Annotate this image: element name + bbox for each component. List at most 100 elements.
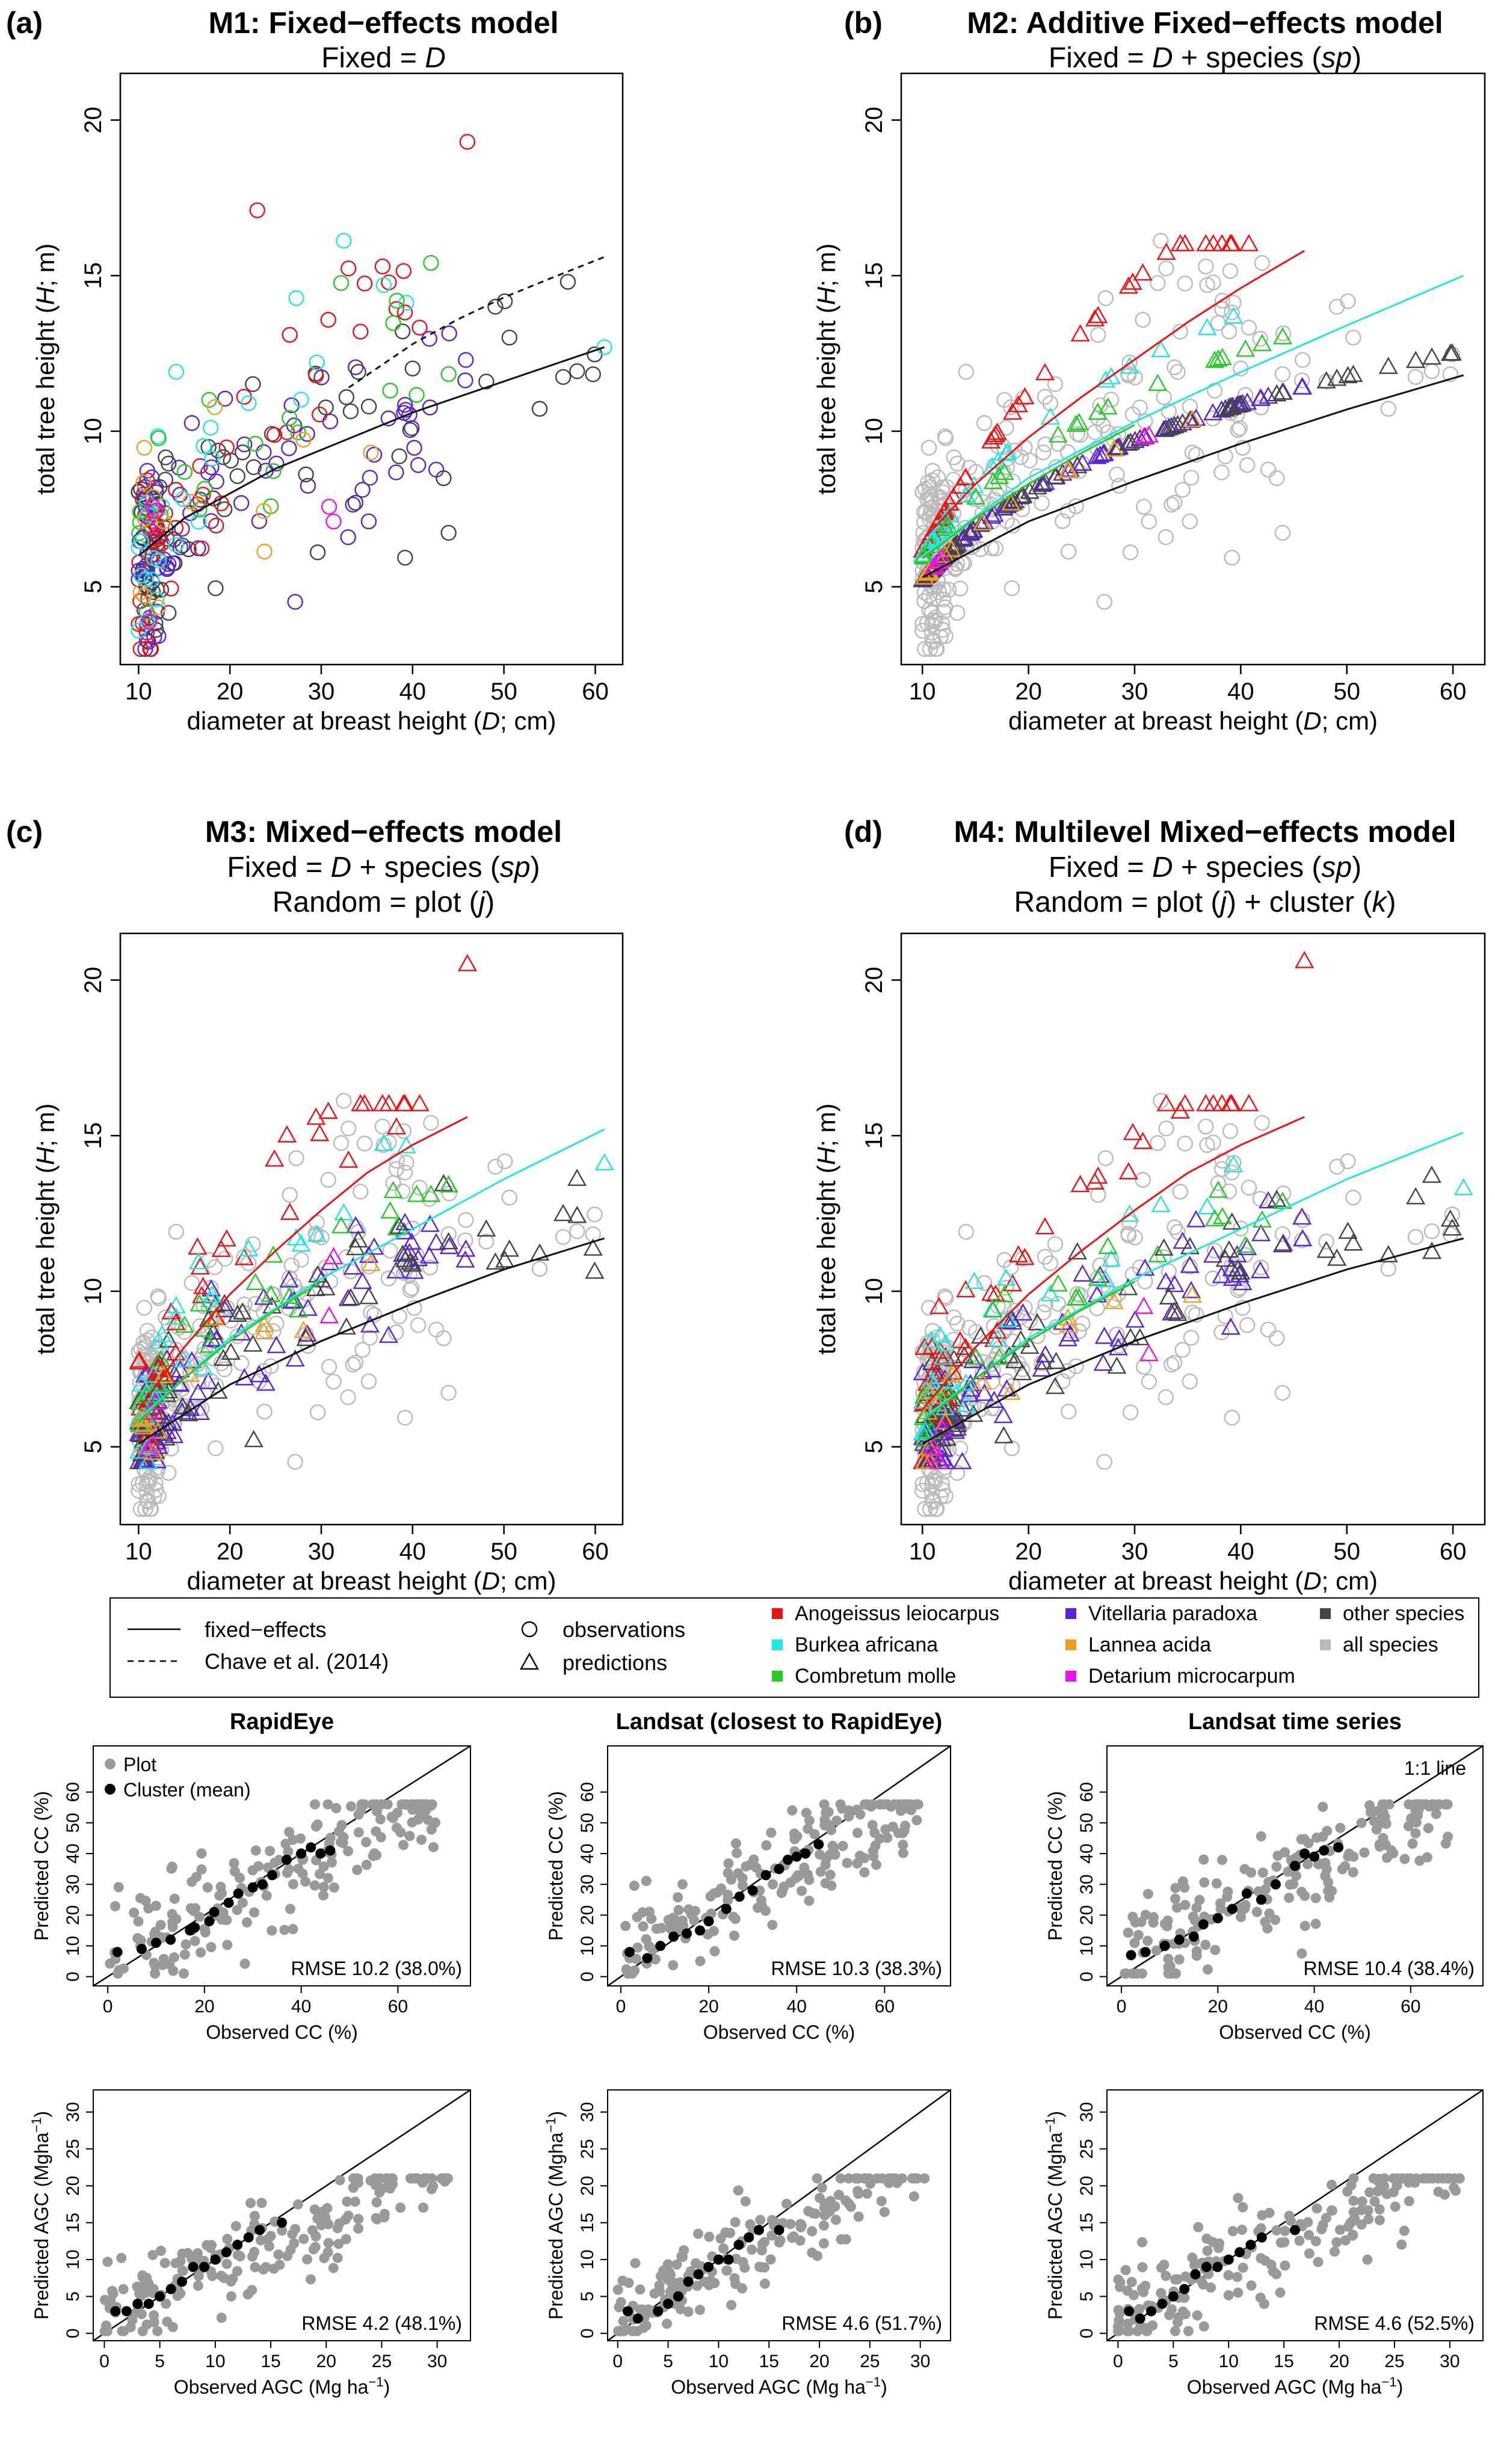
cluster-point [1333, 1842, 1344, 1853]
x-axis-label-part: ; cm) [1322, 1567, 1378, 1595]
prediction-triangle [1015, 387, 1035, 405]
plot-point [761, 1840, 772, 1851]
observation-circle [197, 481, 213, 497]
plot-point [671, 2259, 682, 2270]
plot-point [1156, 2288, 1167, 2299]
y-axis-label-part: total tree height ( [31, 305, 60, 494]
plot-point [318, 2206, 328, 2217]
observation-circle [1135, 1172, 1151, 1188]
observation-circle [133, 481, 149, 497]
plot-point [690, 2258, 701, 2269]
y-tick-label: 60 [63, 1782, 83, 1802]
plot-point [1126, 2276, 1137, 2287]
plot-point [1316, 2224, 1327, 2235]
cluster-point [136, 1944, 147, 1955]
plot-point [1356, 1817, 1367, 1828]
prediction-triangle [956, 1280, 976, 1298]
prediction-triangle [221, 1342, 241, 1360]
observation-circle [321, 499, 338, 515]
prediction-triangle [1222, 1268, 1242, 1286]
plot-point [676, 2251, 687, 2262]
observation-circle [1423, 1223, 1440, 1240]
prediction-triangle [1175, 1094, 1195, 1111]
observation-circle [206, 1259, 223, 1276]
prediction-triangle [137, 1386, 156, 1404]
plot-point [1191, 1946, 1202, 1956]
points-layer [129, 954, 614, 1517]
plot-point [1404, 1799, 1414, 1810]
prediction-triangle [923, 1437, 943, 1455]
observation-circle [374, 258, 391, 275]
prediction-triangle [1231, 394, 1251, 412]
y-tick-label: 0 [63, 1971, 83, 1982]
observation-circle [412, 319, 428, 336]
x-axis-label-part: ) [881, 2376, 887, 2398]
observation-circle [190, 514, 207, 530]
cluster-point [744, 2232, 754, 2243]
observation-circle [146, 628, 162, 645]
prediction-triangle [1096, 1270, 1115, 1288]
plot-point [1257, 2210, 1268, 2220]
prediction-triangle [188, 1383, 208, 1401]
prediction-triangle [1338, 366, 1358, 384]
observation-circle [1345, 330, 1361, 346]
plot-point [824, 1820, 834, 1831]
fit-line [922, 1281, 1135, 1423]
prediction-triangle [235, 1368, 254, 1386]
observation-circle [333, 1135, 350, 1151]
prediction-triangle [923, 527, 943, 545]
prediction-triangle [1251, 389, 1271, 406]
plot-point [1303, 1838, 1314, 1849]
plot-frame [607, 2089, 951, 2341]
prediction-triangle [152, 1325, 172, 1342]
prediction-triangle [1159, 1287, 1179, 1304]
plot-point [331, 1803, 342, 1814]
prediction-triangle [148, 1421, 168, 1439]
plot-point [1120, 2265, 1131, 2276]
cluster-points [110, 2217, 287, 2317]
cluster-point [247, 1882, 258, 1893]
y-axis-label-sup: −1 [543, 2118, 558, 2133]
prediction-triangle [378, 1326, 398, 1343]
observation-circle [1097, 290, 1114, 306]
observation-circle [919, 491, 936, 508]
x-tick-label: 20 [698, 1997, 718, 2017]
plot-point [167, 1922, 178, 1932]
prediction-triangle [1182, 410, 1202, 428]
y-axis-label-part: Predicted AGC (Mgha [1044, 2133, 1066, 2320]
observation-circle [153, 582, 170, 598]
prediction-triangle [383, 1181, 403, 1199]
plot-point [1271, 2225, 1282, 2236]
observation-circle [422, 1259, 439, 1276]
observation-circle [1172, 1184, 1189, 1200]
cluster-point [1140, 1947, 1151, 1958]
observation-circle [236, 1296, 253, 1313]
y-tick-label: 20 [1077, 2176, 1097, 2196]
plot-point [677, 1879, 688, 1890]
plot-point [1179, 2308, 1189, 2318]
plot-point [668, 1913, 679, 1923]
observation-circle [131, 616, 147, 632]
x-tick-label: 50 [1333, 1538, 1360, 1565]
prediction-triangle [1406, 1187, 1426, 1205]
prediction-triangle [159, 1330, 179, 1348]
x-axis-label-part: D [1303, 1567, 1321, 1595]
observation-circle [182, 494, 199, 510]
x-tick-label: 25 [860, 2352, 880, 2371]
prediction-triangle [190, 1403, 211, 1420]
observation-circle [360, 398, 377, 415]
plot-point [375, 1814, 386, 1825]
x-axis-label-sup: −1 [1381, 2374, 1396, 2389]
plot-point [1133, 1930, 1144, 1941]
observation-circle [217, 390, 233, 407]
observation-circle [1122, 544, 1139, 561]
plot-point [766, 1827, 777, 1838]
plot-point [1379, 2173, 1390, 2184]
observation-circle [1198, 258, 1214, 275]
prediction-triangle [410, 1094, 430, 1111]
plot-point [825, 1869, 836, 1880]
prediction-triangle [1013, 1363, 1032, 1381]
prediction-triangle [914, 1386, 934, 1404]
plot-point [662, 2318, 673, 2329]
x-axis-label: diameter at breast height (D; cm) [187, 707, 556, 735]
